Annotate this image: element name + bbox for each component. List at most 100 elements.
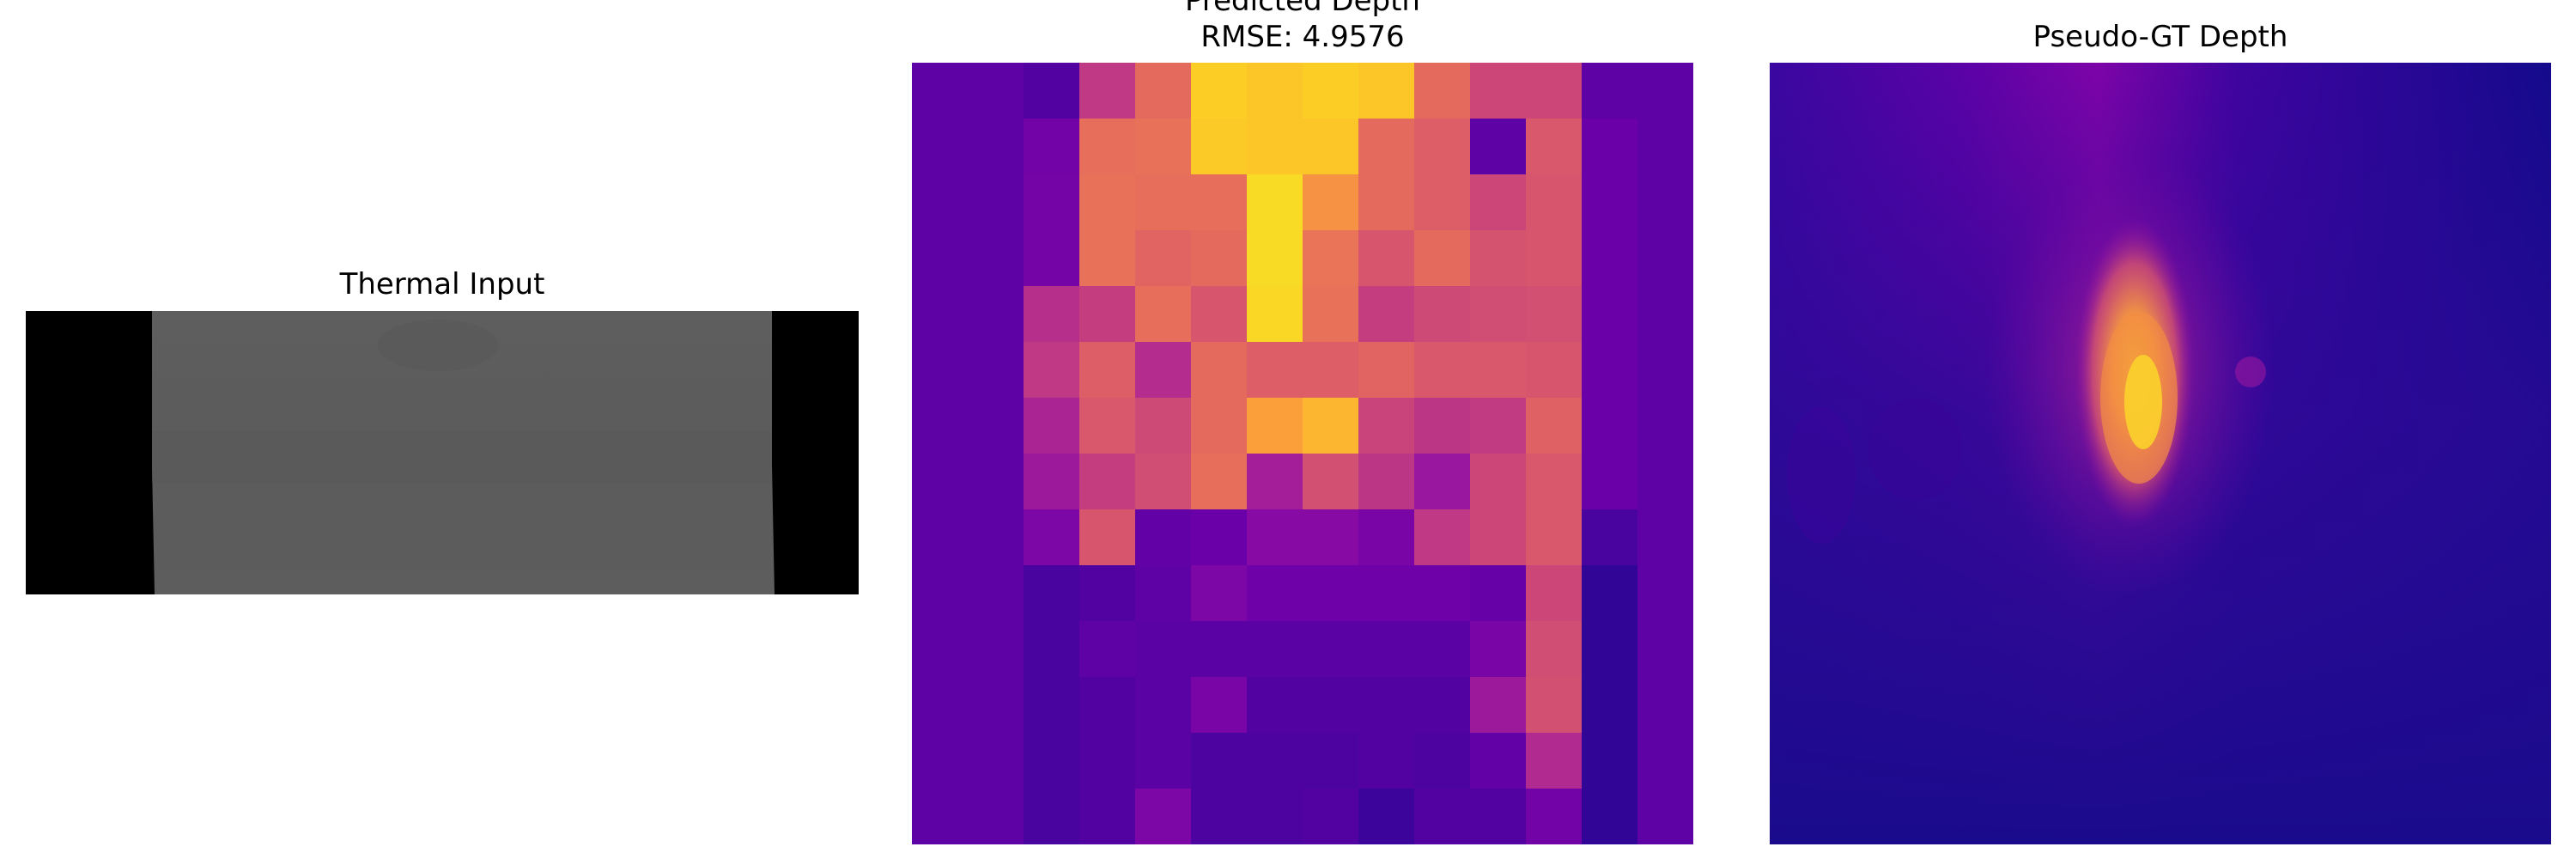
- depth-cell: [1024, 789, 1080, 844]
- depth-cell: [1526, 63, 1583, 119]
- depth-cell: [1135, 789, 1192, 844]
- depth-cell: [1024, 677, 1080, 734]
- depth-cell: [1079, 509, 1136, 566]
- depth-cell: [1079, 286, 1136, 343]
- depth-cell: [1303, 286, 1359, 343]
- depth-cell: [912, 230, 969, 287]
- depth-cell: [1637, 454, 1693, 510]
- depth-cell: [1526, 454, 1583, 510]
- depth-cell: [1135, 286, 1192, 343]
- depth-cell: [1526, 565, 1583, 622]
- depth-cell: [912, 119, 969, 175]
- depth-cell: [1135, 398, 1192, 454]
- depth-cell: [1024, 509, 1080, 566]
- depth-cell: [1191, 342, 1248, 399]
- depth-cell: [1247, 342, 1303, 399]
- depth-cell: [1135, 565, 1192, 622]
- depth-cell: [968, 398, 1024, 454]
- depth-cell: [1024, 398, 1080, 454]
- depth-cell: [1303, 677, 1359, 734]
- depth-cell: [1079, 63, 1136, 119]
- depth-cell: [1024, 230, 1080, 287]
- depth-cell: [1247, 286, 1303, 343]
- depth-cell: [1247, 621, 1303, 678]
- depth-cell: [1526, 174, 1583, 231]
- depth-cell: [1024, 286, 1080, 343]
- depth-cell: [1135, 509, 1192, 566]
- depth-cell: [1470, 677, 1527, 734]
- depth-cell: [1303, 509, 1359, 566]
- depth-cell: [1247, 174, 1303, 231]
- depth-cell: [1637, 119, 1693, 175]
- depth-cell: [1526, 342, 1583, 399]
- depth-cell: [1470, 286, 1527, 343]
- depth-cell: [1582, 230, 1638, 287]
- depth-cell: [1358, 789, 1415, 844]
- depth-cell: [1637, 565, 1693, 622]
- depth-cell: [1303, 565, 1359, 622]
- depth-cell: [1526, 119, 1583, 175]
- depth-cell: [1637, 733, 1693, 789]
- depth-cell: [1191, 63, 1248, 119]
- depth-cell: [968, 286, 1024, 343]
- predicted-depth-title: Predicted Depth: [1185, 0, 1420, 18]
- depth-cell: [968, 621, 1024, 678]
- depth-cell: [968, 789, 1024, 844]
- depth-cell: [1526, 286, 1583, 343]
- depth-cell: [1358, 454, 1415, 510]
- depth-cell: [912, 733, 969, 789]
- depth-cell: [1637, 174, 1693, 231]
- depth-cell: [1079, 398, 1136, 454]
- depth-cell: [1303, 174, 1359, 231]
- thermal-input-title: Thermal Input: [339, 267, 545, 302]
- depth-cell: [1191, 174, 1248, 231]
- depth-cell: [1637, 509, 1693, 566]
- predicted-depth-rmse: RMSE: 4.9576: [1200, 20, 1405, 54]
- depth-cell: [1414, 509, 1471, 566]
- depth-cell: [968, 342, 1024, 399]
- depth-cell: [1247, 509, 1303, 566]
- depth-cell: [1191, 454, 1248, 510]
- depth-cell: [1247, 677, 1303, 734]
- depth-cell: [1470, 398, 1527, 454]
- depth-cell: [1247, 119, 1303, 175]
- depth-cell: [1303, 398, 1359, 454]
- depth-cell: [968, 565, 1024, 622]
- depth-cell: [968, 733, 1024, 789]
- depth-cell: [912, 509, 969, 566]
- depth-cell: [1526, 733, 1583, 789]
- depth-cell: [912, 454, 969, 510]
- pseudo-gt-depth-title: Pseudo-GT Depth: [2032, 20, 2288, 54]
- depth-cell: [1303, 454, 1359, 510]
- depth-cell: [912, 565, 969, 622]
- depth-cell: [1024, 454, 1080, 510]
- depth-cell: [1024, 621, 1080, 678]
- depth-cell: [1191, 733, 1248, 789]
- depth-cell: [1526, 509, 1583, 566]
- depth-cell: [1414, 454, 1471, 510]
- depth-cell: [968, 63, 1024, 119]
- depth-cell: [1582, 509, 1638, 566]
- depth-cell: [1526, 621, 1583, 678]
- depth-cell: [1079, 230, 1136, 287]
- depth-cell: [912, 342, 969, 399]
- depth-cell: [1358, 174, 1415, 231]
- depth-cell: [1358, 342, 1415, 399]
- depth-cell: [1470, 63, 1527, 119]
- depth-cell: [1079, 119, 1136, 175]
- depth-cell: [1582, 733, 1638, 789]
- depth-cell: [1303, 63, 1359, 119]
- depth-cell: [1191, 565, 1248, 622]
- depth-cell: [968, 509, 1024, 566]
- predicted-depth-heatmap: [912, 63, 1693, 844]
- depth-cell: [1135, 733, 1192, 789]
- depth-cell: [1135, 63, 1192, 119]
- depth-cell: [1526, 789, 1583, 844]
- depth-cell: [1358, 621, 1415, 678]
- depth-cell: [1637, 286, 1693, 343]
- depth-cell: [1303, 733, 1359, 789]
- depth-cell: [1526, 677, 1583, 734]
- depth-cell: [1247, 454, 1303, 510]
- depth-cell: [1135, 230, 1192, 287]
- depth-cell: [1414, 63, 1471, 119]
